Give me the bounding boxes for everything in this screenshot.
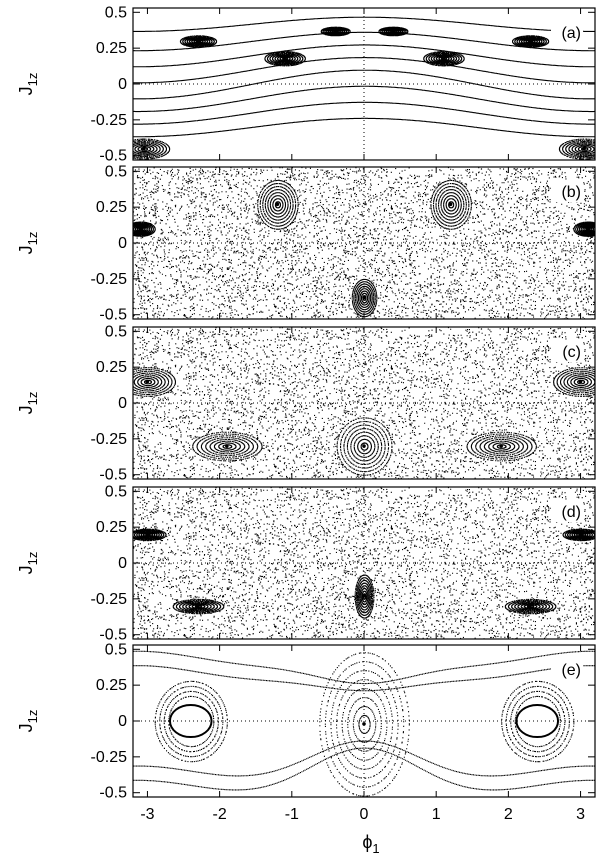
panel-label: (e) [561,662,581,679]
x-tick-label: -3 [140,806,154,823]
y-tick-label: -0.25 [91,591,128,608]
y-tick-label: 0.25 [96,519,127,536]
x-axis-title: ϕ1 [362,832,379,854]
y-tick-label: 0.5 [105,483,127,500]
y-tick-label: 0.25 [96,199,127,216]
y-axis-title-base: J [16,245,36,254]
y-axis-title: J1z [16,232,40,255]
y-axis-title-sub: 1z [25,73,40,87]
y-tick-label: -0.5 [99,627,127,644]
y-tick-label: 0.25 [96,359,127,376]
x-tick-label: -1 [285,806,299,823]
panel-points [133,16,595,160]
panel-label-box [551,500,583,522]
y-axis-title-base: J [16,86,36,95]
section-points [133,487,595,639]
y-tick-label: -0.25 [91,431,128,448]
y-axis-title-sub: 1z [25,232,40,246]
x-tick-label: 2 [504,806,513,823]
y-axis-title-base: J [16,405,36,414]
island-center-mark [362,722,366,726]
panel-5: 0.5 0.25 0 -0.25 -0.5 J1z (e) [16,641,596,802]
panel-points [133,487,595,639]
panel-1: 0.5 0.25 0 -0.25 -0.5 J1z (a) [16,4,596,165]
y-tick-label: 0.25 [96,677,127,694]
y-tick-label: 0.5 [105,163,127,180]
x-tick-label: 1 [432,806,441,823]
x-axis-title-base: ϕ [362,832,372,852]
y-axis-title: J1z [16,710,40,733]
y-axis-title: J1z [16,392,40,415]
island-center-mark [362,444,366,448]
y-tick-label: -0.25 [91,112,128,129]
panel-4: 0.5 0.25 0 -0.25 -0.5 J1z (d) [16,483,596,644]
panel-label: (a) [561,25,581,42]
y-tick-label: -0.5 [99,307,127,324]
y-tick-label: 0 [118,76,127,93]
y-tick-label: 0.25 [96,40,127,57]
y-tick-label: 0 [118,235,127,252]
y-tick-label: 0.5 [105,4,127,21]
panel-points [133,327,595,479]
section-points [133,327,595,479]
x-tick-label: 0 [360,806,369,823]
y-tick-label: 0 [118,395,127,412]
panel-points [133,650,595,797]
x-tick-label: -2 [213,806,227,823]
y-tick-label: 0.5 [105,641,127,658]
section-points [133,16,595,160]
section-points [133,167,595,319]
y-axis-title: J1z [16,73,40,96]
panel-2: 0.5 0.25 0 -0.25 -0.5 J1z (b) [16,163,596,324]
x-tick-label: 3 [576,806,585,823]
y-axis-title-sub: 1z [25,710,40,724]
y-axis-title-base: J [16,565,36,574]
panel-label-box [551,658,583,680]
y-axis-title-sub: 1z [25,552,40,566]
panel-3: 0.5 0.25 0 -0.25 -0.5 J1z (c) [16,323,596,484]
y-axis-title-base: J [16,723,36,732]
y-tick-label: -0.25 [91,749,128,766]
y-tick-label: -0.25 [91,271,128,288]
panel-label-box [551,180,583,202]
y-tick-label: 0.5 [105,323,127,340]
panel-label-box [551,340,583,362]
y-axis-title: J1z [16,552,40,575]
panels-layer: 0.50.250-0.25-0.5J1z(a)0.50.250-0.25-0.5… [16,4,596,823]
y-tick-label: 0 [118,555,127,572]
y-tick-label: -0.5 [99,148,127,165]
panel-points [133,167,595,319]
panel-label-box [551,21,583,43]
panel-label: (b) [561,184,581,201]
y-tick-label: -0.5 [99,467,127,484]
y-axis-title-sub: 1z [25,392,40,406]
panel-label: (d) [561,504,581,521]
svg-text:ϕ1: ϕ1 [362,832,379,854]
island-center-mark [448,202,453,207]
y-tick-label: 0 [118,713,127,730]
y-tick-label: -0.5 [99,785,127,802]
x-axis-title-sub: 1 [372,841,379,854]
panel-label: (c) [562,344,581,361]
